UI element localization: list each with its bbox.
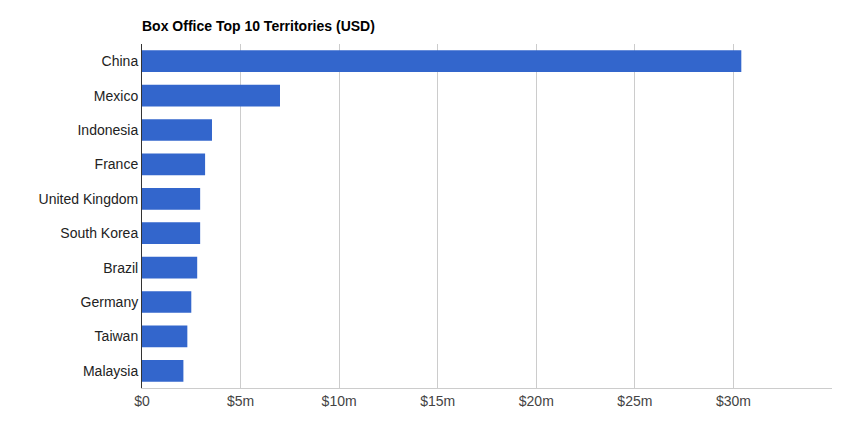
svg-text:$0: $0 <box>134 393 150 409</box>
svg-text:$15m: $15m <box>420 393 455 409</box>
svg-text:$30m: $30m <box>716 393 751 409</box>
svg-text:Germany: Germany <box>81 294 139 310</box>
svg-text:$5m: $5m <box>227 393 254 409</box>
svg-text:$10m: $10m <box>322 393 357 409</box>
svg-text:Mexico: Mexico <box>94 88 139 104</box>
svg-text:Taiwan: Taiwan <box>95 328 139 344</box>
svg-text:Malaysia: Malaysia <box>83 363 138 379</box>
svg-text:France: France <box>95 156 139 172</box>
svg-text:Brazil: Brazil <box>103 260 138 276</box>
svg-text:Indonesia: Indonesia <box>77 122 138 138</box>
svg-text:South Korea: South Korea <box>60 225 138 241</box>
svg-text:$20m: $20m <box>519 393 554 409</box>
svg-text:United Kingdom: United Kingdom <box>39 191 139 207</box>
svg-text:Box Office Top 10 Territories: Box Office Top 10 Territories (USD) <box>142 18 375 34</box>
svg-text:China: China <box>102 53 139 69</box>
svg-text:$25m: $25m <box>617 393 652 409</box>
